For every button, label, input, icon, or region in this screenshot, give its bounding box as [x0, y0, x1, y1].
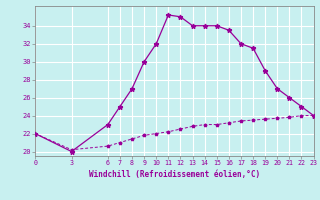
X-axis label: Windchill (Refroidissement éolien,°C): Windchill (Refroidissement éolien,°C): [89, 170, 260, 179]
